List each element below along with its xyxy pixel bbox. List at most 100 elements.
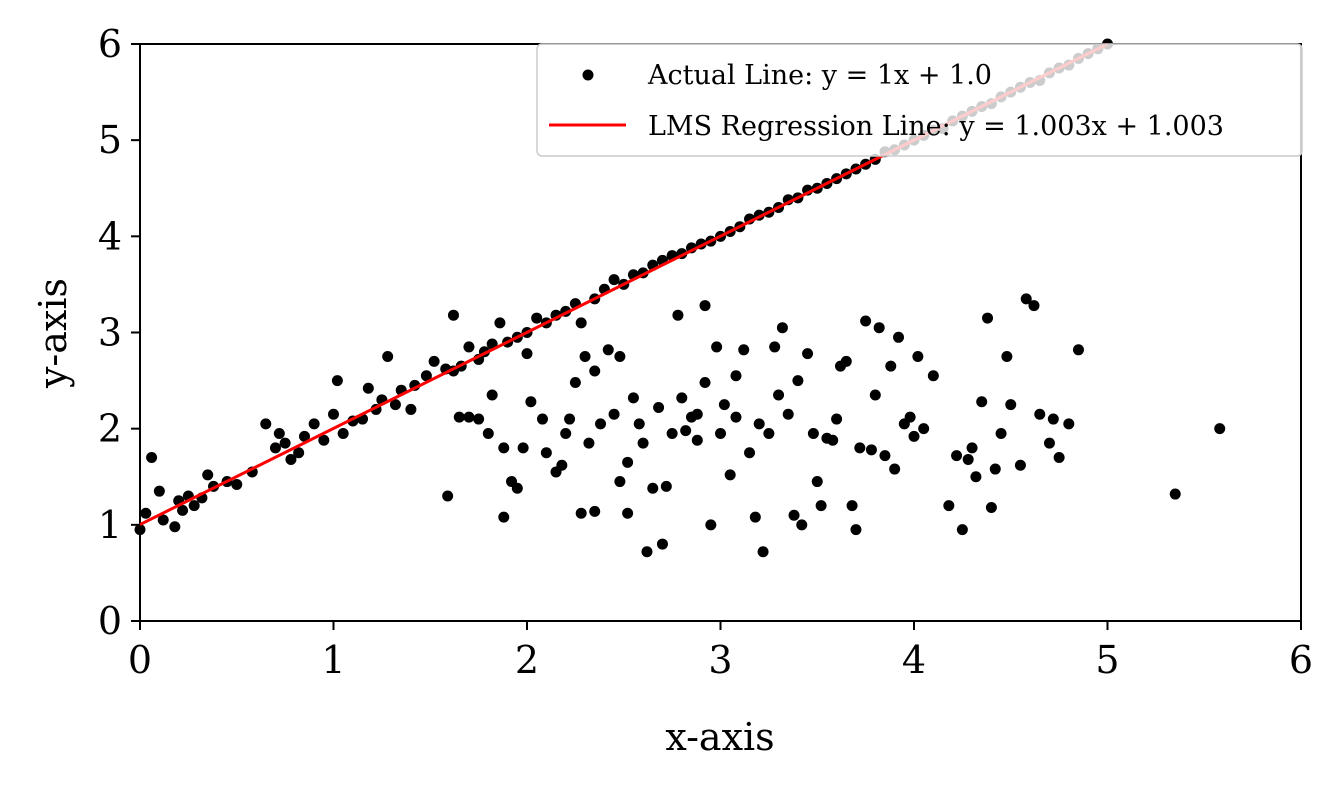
scatter-point-line-24 [318, 434, 330, 446]
y-tick-label-4: 4 [98, 214, 122, 258]
scatter-point-line-0 [134, 524, 146, 536]
scatter-point-cloud-99 [962, 453, 974, 465]
scatter-point-line-21 [293, 447, 305, 459]
scatter-point-cloud-113 [1043, 437, 1055, 449]
scatter-point-line-25 [328, 408, 339, 420]
scatter-point-cloud-63 [769, 341, 781, 353]
scatter-point-cloud-53 [718, 399, 730, 411]
scatter-point-cloud-114 [1047, 413, 1059, 425]
scatter-point-cloud-4 [473, 413, 485, 425]
scatter-point-cloud-101 [970, 471, 982, 483]
scatter-point-cloud-84 [869, 389, 881, 401]
scatter-point-line-39 [428, 355, 440, 367]
scatter-point-cloud-117 [1072, 344, 1084, 356]
scatter-point-cloud-81 [854, 442, 866, 454]
y-tick-label-5: 5 [98, 118, 122, 162]
x-tick-label-5: 5 [1095, 638, 1119, 682]
scatter-point-cloud-85 [873, 322, 885, 334]
y-tick-label-6: 6 [98, 22, 122, 66]
scatter-point-cloud-108 [1005, 399, 1017, 411]
scatter-point-cloud-23 [583, 437, 595, 449]
y-tick-label-3: 3 [98, 311, 122, 355]
x-tick-label-1: 1 [321, 638, 345, 682]
legend-box [536, 43, 1303, 157]
scatter-point-cloud-6 [486, 389, 498, 401]
scatter-point-cloud-26 [595, 418, 607, 430]
scatter-point-cloud-21 [575, 507, 587, 519]
scatter-point-cloud-48 [699, 377, 711, 389]
scatter-point-cloud-18 [560, 427, 572, 439]
scatter-point-cloud-54 [724, 469, 736, 481]
scatter-point-cloud-12 [521, 348, 533, 360]
scatter-point-cloud-36 [641, 546, 653, 558]
scatter-point-cloud-7 [498, 442, 510, 454]
scatter-point-cloud-60 [753, 418, 765, 430]
scatter-point-cloud-46 [691, 408, 703, 420]
scatter-point-line-7 [177, 504, 189, 516]
scatter-point-cloud-42 [672, 309, 684, 321]
scatter-point-line-22 [298, 430, 310, 442]
scatter-point-cloud-82 [860, 315, 872, 327]
scatter-point-cloud-28 [608, 408, 620, 420]
legend: Actual Line: y = 1x + 1.0 LMS Regression… [536, 43, 1303, 157]
x-axis-title: x-axis [665, 715, 774, 759]
scatter-point-cloud-22 [579, 351, 591, 363]
x-tick-label-2: 2 [515, 638, 539, 682]
scatter-point-cloud-51 [711, 341, 723, 353]
scatter-point-cloud-50 [705, 519, 717, 531]
scatter-point-cloud-41 [666, 427, 678, 439]
scatter-point-line-20 [285, 453, 297, 465]
legend-label-actual: Actual Line: y = 1x + 1.0 [647, 60, 992, 91]
scatter-point-cloud-40 [660, 480, 672, 492]
scatter-point-line-43 [463, 341, 475, 353]
scatter-point-cloud-32 [622, 507, 634, 519]
scatter-point-cloud-68 [792, 375, 804, 387]
scatter-point-cloud-25 [589, 365, 601, 377]
scatter-point-line-33 [382, 351, 394, 363]
scatter-point-cloud-47 [691, 434, 703, 446]
scatter-point-line-47 [494, 317, 506, 329]
y-axis-title: y-axis [31, 278, 75, 389]
scatter-point-cloud-115 [1053, 452, 1065, 464]
scatter-point-cloud-20 [569, 377, 581, 389]
scatter-point-cloud-58 [744, 447, 756, 459]
scatter-point-cloud-61 [757, 546, 769, 558]
scatter-point-cloud-13 [525, 396, 537, 408]
scatter-point-cloud-102 [976, 396, 988, 408]
y-axis-ticks: 0 1 2 3 4 5 6 [98, 22, 140, 643]
scatter-point-line-3 [153, 485, 165, 497]
scatter-point-cloud-69 [796, 519, 808, 531]
scatter-point-cloud-30 [614, 476, 626, 488]
scatter-point-line-38 [420, 370, 432, 382]
scatter-point-line-1 [140, 507, 152, 519]
scatter-point-cloud-110 [1020, 293, 1032, 305]
scatter-point-line-14 [231, 478, 243, 490]
scatter-point-cloud-107 [1001, 351, 1013, 363]
scatter-point-cloud-19 [564, 413, 576, 425]
scatter-point-cloud-56 [730, 370, 742, 382]
scatter-point-cloud-106 [995, 427, 1007, 439]
scatter-point-cloud-73 [815, 500, 827, 512]
scatter-point-cloud-98 [956, 524, 968, 536]
x-tick-label-4: 4 [902, 638, 926, 682]
scatter-point-cloud-5 [482, 427, 494, 439]
scatter-point-cloud-94 [918, 423, 930, 435]
scatter-point-cloud-2 [453, 411, 465, 423]
x-tick-label-3: 3 [708, 638, 732, 682]
scatter-point-cloud-112 [1034, 408, 1046, 420]
scatter-point-cloud-59 [749, 511, 761, 523]
scatter-point-cloud-116 [1063, 418, 1075, 430]
scatter-point-cloud-35 [637, 437, 649, 449]
scatter-point-cloud-93 [912, 351, 924, 363]
scatter-point-cloud-57 [738, 344, 750, 356]
y-tick-label-0: 0 [98, 599, 122, 643]
scatter-point-cloud-88 [889, 463, 901, 475]
scatter-point-cloud-105 [989, 463, 1001, 475]
scatter-point-line-51 [531, 312, 543, 324]
scatter-point-cloud-52 [715, 427, 726, 439]
scatter-point-line-9 [188, 500, 200, 512]
scatter-point-cloud-17 [556, 459, 568, 471]
scatter-point-cloud-34 [633, 418, 645, 430]
legend-point-marker [582, 69, 594, 81]
